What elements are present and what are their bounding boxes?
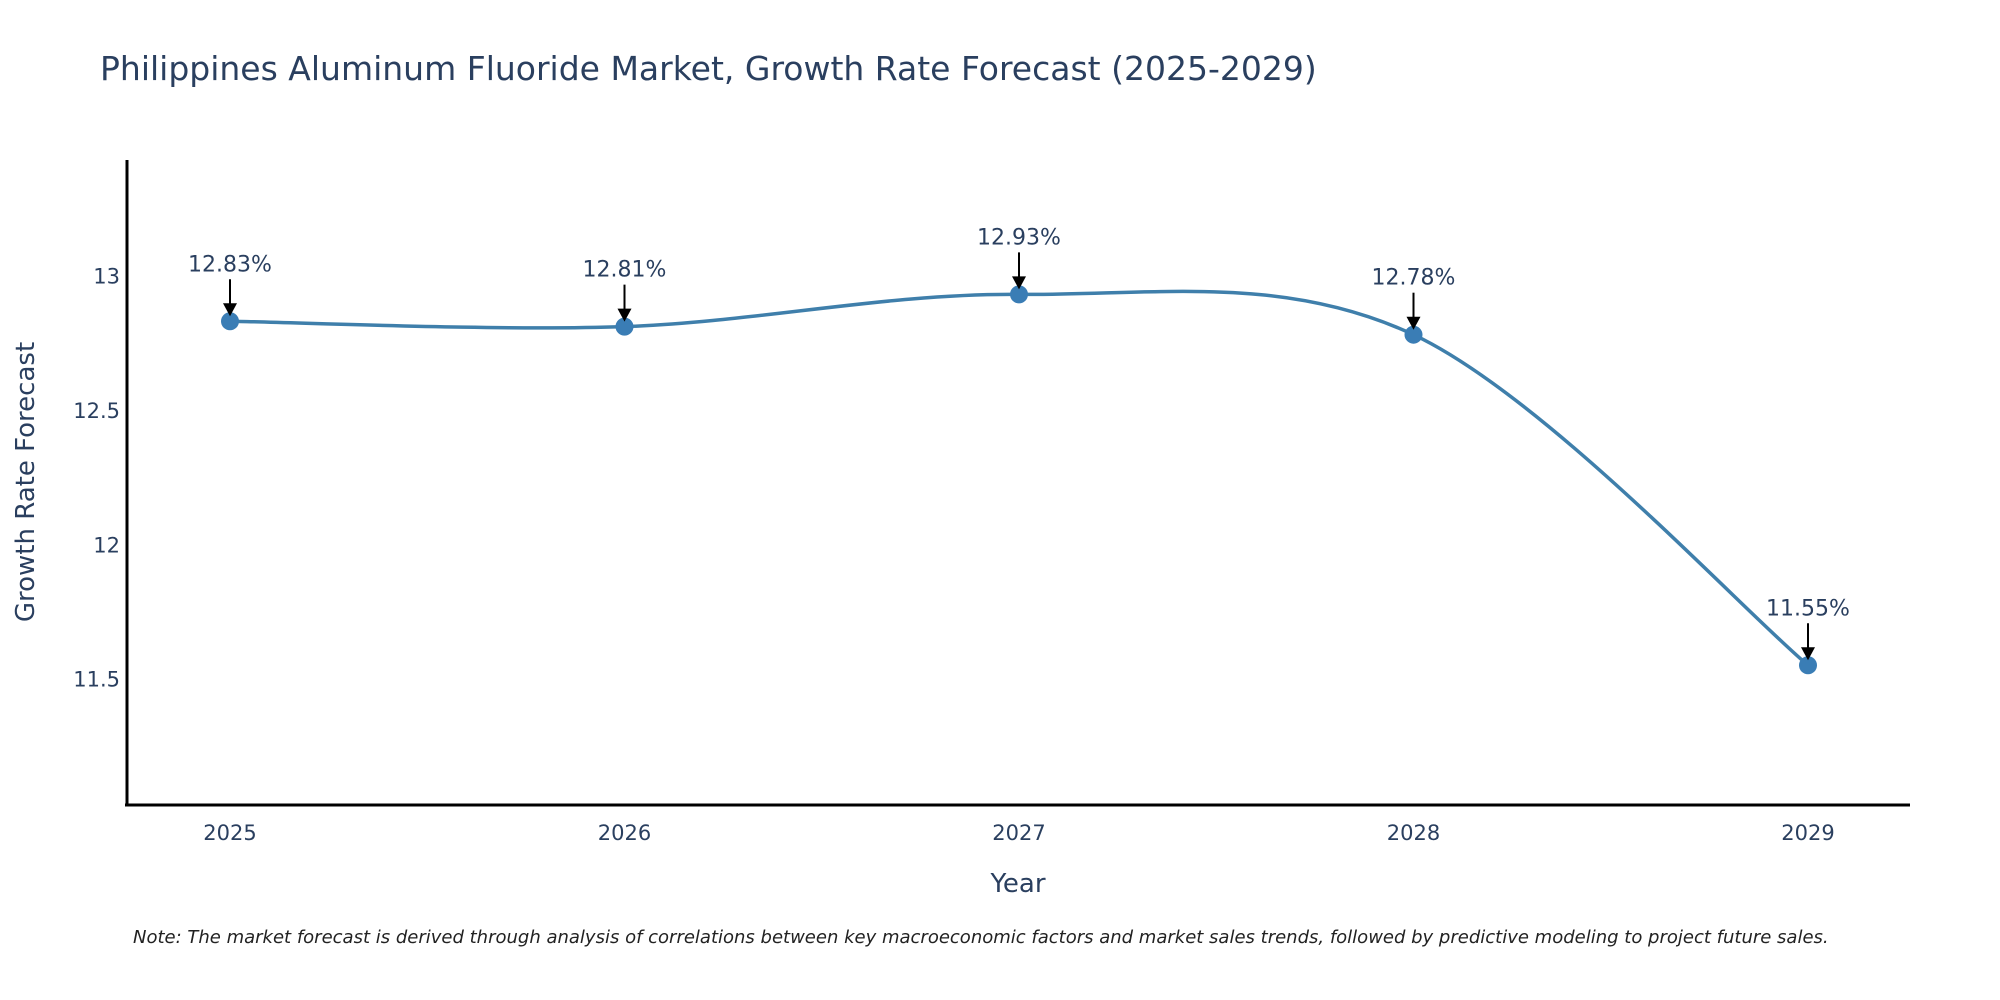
x-tick-labels: 2025 2026 2027 2028 2029 xyxy=(203,821,1834,845)
annotation-arrowhead xyxy=(1406,316,1421,330)
annotation-arrowhead xyxy=(223,303,237,317)
data-label-2027: 12.93% xyxy=(977,225,1061,250)
data-label-2029: 11.55% xyxy=(1766,596,1850,621)
x-tick-label: 2025 xyxy=(203,821,256,845)
y-tick-labels: 11.5 12 12.5 13 xyxy=(73,265,120,692)
y-tick-label: 12.5 xyxy=(73,399,120,423)
y-tick-label: 12 xyxy=(93,533,120,557)
data-label-2028: 12.78% xyxy=(1372,266,1456,291)
data-point-2028 xyxy=(1404,325,1423,344)
data-point-2027 xyxy=(1010,285,1028,304)
chart-title: Philippines Aluminum Fluoride Market, Gr… xyxy=(100,49,1317,88)
data-label-2025: 12.83% xyxy=(188,252,272,277)
x-tick-label: 2029 xyxy=(1781,821,1834,845)
series-line xyxy=(229,289,1810,667)
data-label-2026: 12.81% xyxy=(583,258,667,283)
annotation-arrowhead xyxy=(1012,276,1026,290)
y-axis-title: Growth Rate Forecast xyxy=(11,342,41,622)
data-point-2029 xyxy=(1799,656,1817,675)
x-tick-label: 2028 xyxy=(1387,821,1440,845)
y-tick-label: 13 xyxy=(93,265,120,289)
footnote: Note: The market forecast is derived thr… xyxy=(133,927,1829,948)
annotation-arrowhead xyxy=(1801,647,1815,661)
y-tick-label: 11.5 xyxy=(73,668,120,692)
annotation-arrowhead xyxy=(617,308,632,322)
x-axis-title: Year xyxy=(989,869,1045,899)
x-tick-label: 2027 xyxy=(992,821,1045,845)
data-point-2025 xyxy=(221,312,239,331)
plot-area: 12.83% 12.81% 12.93% 12.78% 11.55% xyxy=(188,225,1850,675)
x-tick-label: 2026 xyxy=(598,821,651,845)
data-point-2026 xyxy=(615,317,634,336)
